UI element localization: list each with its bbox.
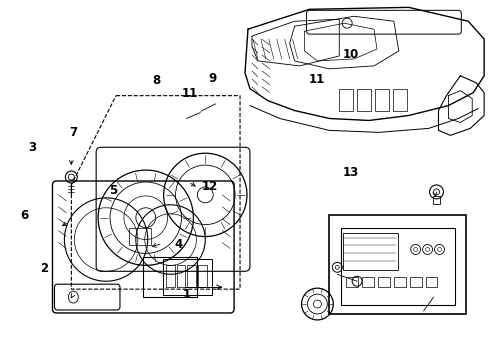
Bar bbox=[198, 265, 207, 287]
Text: 10: 10 bbox=[343, 48, 359, 61]
Text: 9: 9 bbox=[208, 72, 217, 85]
Bar bbox=[163, 260, 212, 295]
Bar bbox=[176, 265, 185, 287]
Bar bbox=[393, 277, 405, 287]
Bar bbox=[129, 228, 150, 246]
Bar bbox=[346, 277, 357, 287]
Bar bbox=[374, 89, 388, 111]
Bar bbox=[377, 277, 389, 287]
Text: 11: 11 bbox=[307, 73, 324, 86]
Bar bbox=[409, 277, 421, 287]
Text: 11: 11 bbox=[182, 87, 198, 100]
Text: 8: 8 bbox=[152, 74, 160, 87]
Bar bbox=[432, 196, 440, 204]
Text: 4: 4 bbox=[175, 238, 183, 251]
Bar bbox=[361, 277, 373, 287]
Text: 2: 2 bbox=[41, 262, 48, 275]
Bar bbox=[328, 215, 466, 314]
Text: 13: 13 bbox=[343, 166, 359, 179]
Bar bbox=[425, 277, 437, 287]
Bar bbox=[392, 89, 406, 111]
Text: 6: 6 bbox=[20, 209, 28, 222]
Text: 5: 5 bbox=[109, 184, 118, 197]
Bar bbox=[341, 228, 454, 305]
Bar bbox=[356, 89, 370, 111]
Text: 3: 3 bbox=[28, 141, 36, 154]
Bar bbox=[165, 265, 174, 287]
Bar bbox=[142, 257, 197, 297]
Bar bbox=[343, 233, 397, 270]
Bar bbox=[187, 265, 196, 287]
Text: 1: 1 bbox=[182, 288, 190, 301]
Text: 12: 12 bbox=[201, 180, 217, 193]
Bar bbox=[339, 89, 352, 111]
Text: 7: 7 bbox=[69, 126, 78, 139]
